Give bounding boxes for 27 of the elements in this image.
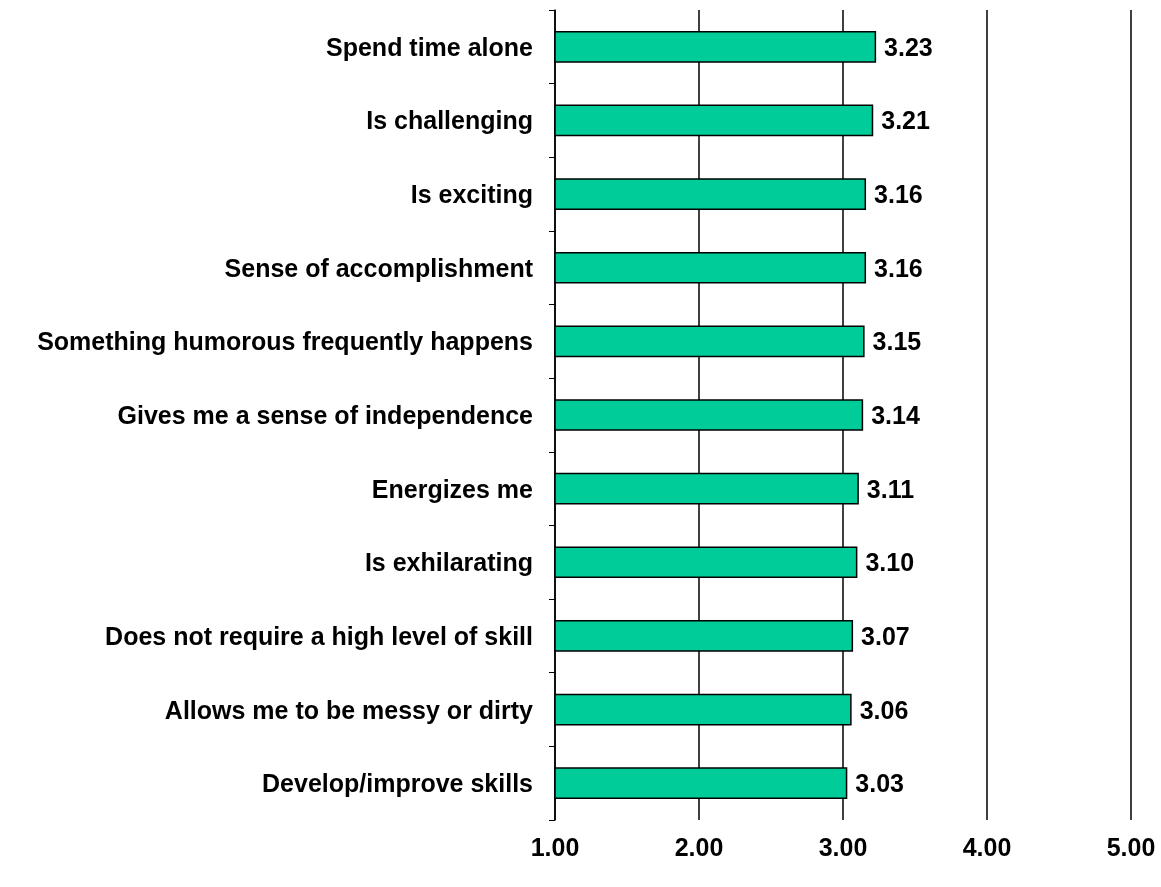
y-tick-label: Spend time alone	[326, 32, 534, 61]
x-tick-label: 5.00	[1106, 832, 1156, 861]
data-label: 3.03	[855, 769, 904, 798]
data-label: 3.06	[859, 695, 909, 724]
y-tick-label: Develop/improve skills	[262, 769, 533, 798]
y-tick-label: Is challenging	[366, 106, 533, 135]
y-tick-label: Energizes me	[371, 474, 534, 503]
y-tick-label: Gives me a sense of independence	[117, 401, 534, 429]
y-tick-label: Is exhilarating	[364, 548, 533, 577]
data-label: 3.16	[874, 180, 923, 209]
data-label: 3.14	[871, 401, 920, 429]
x-tick-label: 1.00	[530, 832, 580, 861]
data-label: 3.07	[861, 621, 910, 650]
y-tick-label: Is exciting	[410, 180, 533, 209]
y-tick-label: Does not require a high level of skill	[105, 621, 533, 650]
x-tick-label: 2.00	[674, 832, 724, 861]
data-label: 3.11	[866, 474, 915, 503]
x-tick-label: 3.00	[818, 832, 868, 861]
x-tick-label: 4.00	[962, 832, 1012, 861]
data-label: 3.23	[884, 32, 933, 61]
data-label: 3.16	[874, 253, 923, 282]
y-tick-label: Allows me to be messy or dirty	[164, 695, 534, 724]
data-label: 3.10	[865, 548, 915, 577]
data-label: 3.21	[881, 106, 930, 135]
data-label: 3.15	[872, 327, 922, 356]
y-tick-label: Sense of accomplishment	[224, 253, 534, 282]
y-tick-label: Something humorous frequently happens	[37, 327, 533, 356]
